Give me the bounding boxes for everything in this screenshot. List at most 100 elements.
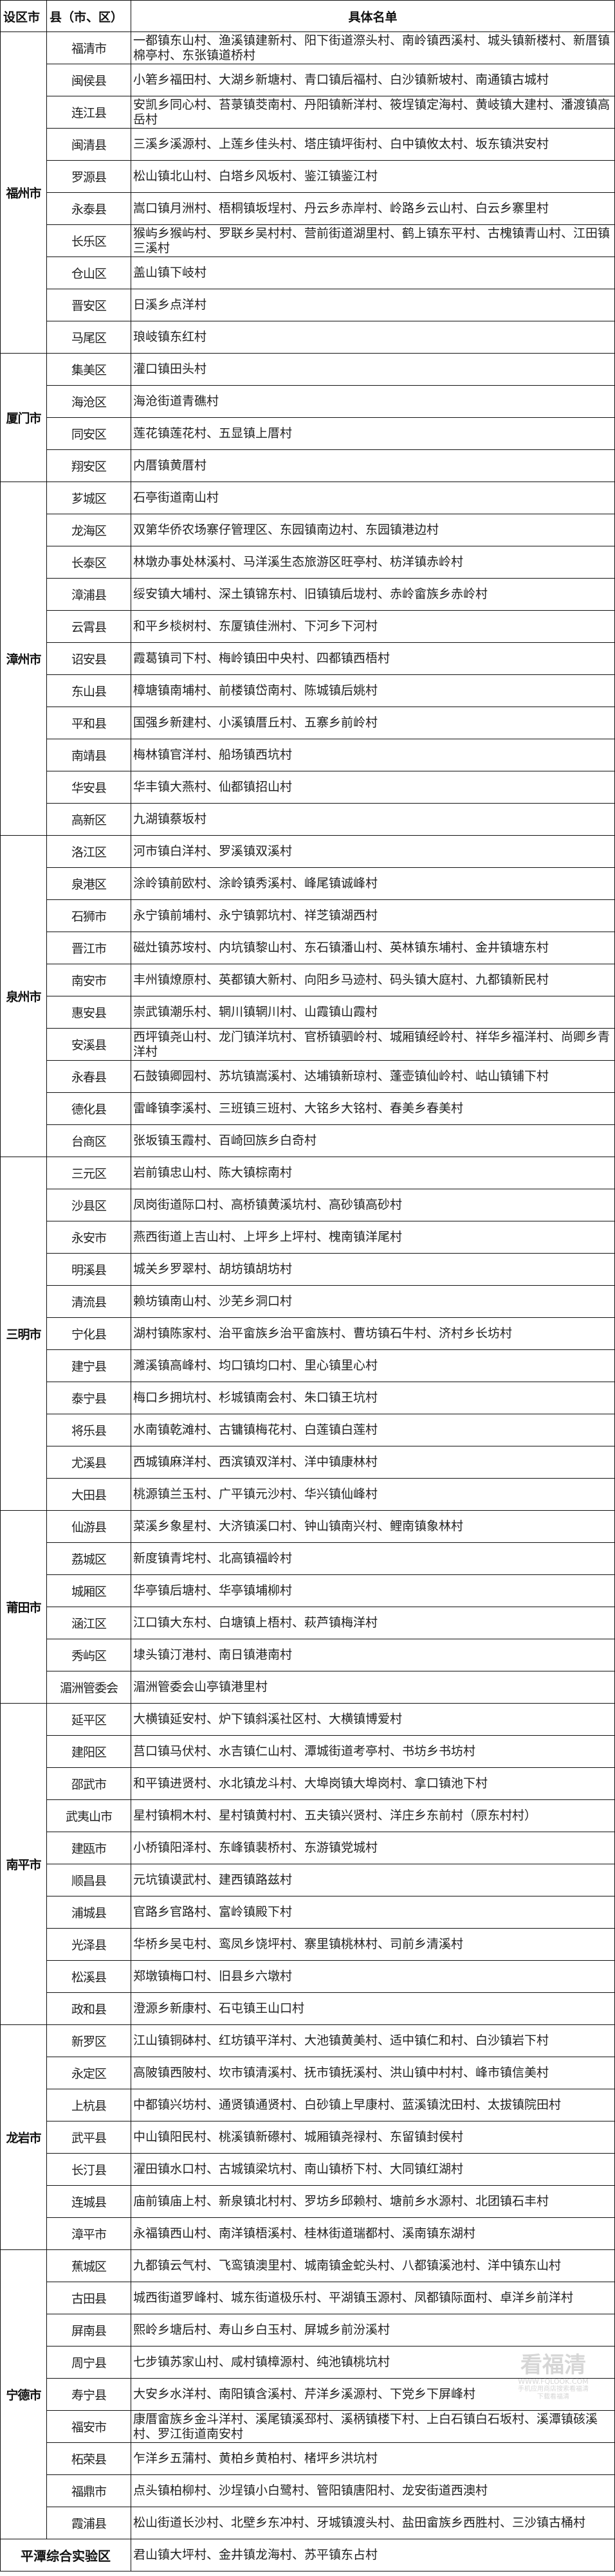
table-row: 石狮市 永宁镇前埔村、永宁镇郭坑村、祥芝镇湖西村 xyxy=(1,899,615,932)
villages-cell: 双第华侨农场寨仔管理区、东园镇南边村、东园镇港边村 xyxy=(131,514,615,546)
villages-cell: 君山镇大坪村、金井镇龙海村、苏平镇东占村 xyxy=(131,2539,615,2571)
county-cell: 建宁县 xyxy=(46,1349,131,1382)
county-cell: 石狮市 xyxy=(46,899,131,932)
table-row: 松溪县 郑墩镇梅口村、旧县乡六墩村 xyxy=(1,1960,615,1993)
table-row: 诏安县 霞葛镇司下村、梅岭镇田中央村、四都镇西梧村 xyxy=(1,642,615,675)
villages-cell: 凤岗街道际口村、高桥镇黄溪坑村、高砂镇高砂村 xyxy=(131,1189,615,1221)
county-cell: 云霄县 xyxy=(46,610,131,643)
villages-cell: 城关乡罗翠村、胡坊镇胡坊村 xyxy=(131,1253,615,1286)
villages-cell: 湖村镇陈家村、治平畲族乡治平畲族村、曹坊镇石牛村、济村乡长坊村 xyxy=(131,1317,615,1350)
villages-cell: 大安乡水洋村、南阳镇含溪村、芹洋乡溪源村、下党乡下屏峰村 xyxy=(131,2378,615,2411)
villages-cell: 九都镇云气村、飞鸾镇澳里村、城南镇金蛇头村、八都镇溪池村、洋中镇东山村 xyxy=(131,2249,615,2282)
villages-cell: 莲花镇莲花村、五显镇上厝村 xyxy=(131,417,615,450)
city-cell: 泉州市 xyxy=(0,835,47,1157)
county-cell: 建瓯市 xyxy=(46,1832,131,1864)
county-cell: 泰宁县 xyxy=(46,1382,131,1414)
table-row: 明溪县 城关乡罗翠村、胡坊镇胡坊村 xyxy=(1,1253,615,1286)
villages-cell: 元坑镇谟武村、建西镇路兹村 xyxy=(131,1864,615,1896)
table-row: 南安市 丰州镇燎原村、英都镇大新村、向阳乡马迹村、码头镇大庭村、九都镇新民村 xyxy=(1,964,615,996)
table-row: 清流县 赖坊镇南山村、沙芜乡洞口村 xyxy=(1,1285,615,1318)
table-row: 长汀县 濯田镇水口村、古城镇梁坑村、南山镇桥下村、大同镇红湖村 xyxy=(1,2153,615,2186)
county-cell: 长乐区 xyxy=(46,224,131,257)
county-cell: 翔安区 xyxy=(46,449,131,482)
table-row: 湄洲管委会 湄洲管委会山亭镇港里村 xyxy=(1,1671,615,1704)
table-row: 安溪县 西坪镇尧山村、龙门镇洋坑村、官桥镇驷岭村、城厢镇经岭村、祥华乡福洋村、尚卿… xyxy=(1,1028,615,1061)
county-cell: 上杭县 xyxy=(46,2089,131,2121)
table-row: 福鼎市 点头镇柏柳村、沙埕镇小白鹭村、管阳镇唐阳村、龙安街道西澳村 xyxy=(1,2474,615,2507)
county-cell: 高新区 xyxy=(46,803,131,836)
table-row: 武夷山市 星村镇桐木村、星村镇黄村村、五夫镇兴贤村、洋庄乡东前村（原东村村） xyxy=(1,1799,615,1832)
table-row: 同安区 莲花镇莲花村、五显镇上厝村 xyxy=(1,417,615,450)
villages-cell: 丰州镇燎原村、英都镇大新村、向阳乡马迹村、码头镇大庭村、九都镇新民村 xyxy=(131,964,615,996)
city-cell: 厦门市 xyxy=(0,353,47,482)
villages-cell: 河市镇白洋村、罗溪镇双溪村 xyxy=(131,835,615,868)
county-cell: 闽侯县 xyxy=(46,64,131,96)
villages-cell: 林墩办事处林溪村、马洋溪生态旅游区旺亭村、枋洋镇赤岭村 xyxy=(131,546,615,579)
county-cell: 明溪县 xyxy=(46,1253,131,1286)
county-cell: 松溪县 xyxy=(46,1960,131,1993)
table-row: 龙海区 双第华侨农场寨仔管理区、东园镇南边村、东园镇港边村 xyxy=(1,514,615,546)
county-cell: 龙海区 xyxy=(46,514,131,546)
villages-cell: 燕西街道上吉山村、上坪乡上坪村、槐南镇洋尾村 xyxy=(131,1221,615,1254)
table-row: 永定区 高陂镇西陂村、坎市镇清溪村、抚市镇抚溪村、洪山镇中村村、峰市镇信美村 xyxy=(1,2057,615,2089)
table-row: 建阳区 莒口镇马伏村、水吉镇仁山村、潭城街道考亭村、书坊乡书坊村 xyxy=(1,1735,615,1768)
villages-cell: 磁灶镇苏垵村、内坑镇黎山村、东石镇潘山村、英林镇东埔村、金井镇塘东村 xyxy=(131,932,615,964)
villages-cell: 埭头镇汀港村、南日镇港南村 xyxy=(131,1639,615,1671)
table-row: 泰宁县 梅口乡拥坑村、杉城镇南会村、朱口镇王坑村 xyxy=(1,1382,615,1414)
villages-cell: 郑墩镇梅口村、旧县乡六墩村 xyxy=(131,1960,615,1993)
table-row: 云霄县 和平乡棪树村、东厦镇佳洲村、下河乡下河村 xyxy=(1,610,615,643)
villages-cell: 星村镇桐木村、星村镇黄村村、五夫镇兴贤村、洋庄乡东前村（原东村村） xyxy=(131,1799,615,1832)
villages-cell: 石亭街道南山村 xyxy=(131,482,615,514)
villages-cell: 西坪镇尧山村、龙门镇洋坑村、官桥镇驷岭村、城厢镇经岭村、祥华乡福洋村、尚卿乡青洋… xyxy=(131,1028,615,1061)
county-cell: 泉港区 xyxy=(46,867,131,900)
county-cell: 荔城区 xyxy=(46,1542,131,1575)
villages-cell: 一都镇东山村、渔溪镇建新村、阳下街道漈头村、南岭镇西溪村、城头镇新楼村、新厝镇棉… xyxy=(131,32,615,64)
county-cell: 邵武市 xyxy=(46,1767,131,1800)
villages-cell: 熙岭乡塘后村、寿山乡白玉村、屏城乡前汾溪村 xyxy=(131,2314,615,2346)
county-cell: 延平区 xyxy=(46,1703,131,1736)
villages-cell: 水南镇乾滩村、古镛镇梅花村、白莲镇白莲村 xyxy=(131,1414,615,1446)
villages-cell: 华亭镇后塘村、华亭镇埔柳村 xyxy=(131,1574,615,1607)
county-cell: 福鼎市 xyxy=(46,2474,131,2507)
villages-cell: 桃源镇兰玉村、广平镇元沙村、华兴镇仙峰村 xyxy=(131,1478,615,1511)
table-row: 大田县 桃源镇兰玉村、广平镇元沙村、华兴镇仙峰村 xyxy=(1,1478,615,1511)
table-row: 漳浦县 绥安镇大埔村、深土镇锦东村、旧镇镇后垅村、赤岭畲族乡赤岭村 xyxy=(1,578,615,611)
header-county: 县（市、区） xyxy=(46,0,131,32)
villages-cell: 濯田镇水口村、古城镇梁坑村、南山镇桥下村、大同镇红湖村 xyxy=(131,2153,615,2186)
county-cell: 周宁县 xyxy=(46,2346,131,2379)
city-cell: 龙岩市 xyxy=(0,2024,47,2250)
county-cell: 福安市 xyxy=(46,2410,131,2443)
city-cell: 三明市 xyxy=(0,1157,47,1511)
county-cell: 安溪县 xyxy=(46,1028,131,1061)
villages-cell: 永福镇西山村、南洋镇梧溪村、桂林街道瑞都村、溪南镇东湖村 xyxy=(131,2217,615,2250)
table-row: 晋江市 磁灶镇苏垵村、内坑镇黎山村、东石镇潘山村、英林镇东埔村、金井镇塘东村 xyxy=(1,932,615,964)
county-cell: 马尾区 xyxy=(46,321,131,354)
table-header-row: 设区市 县（市、区） 具体名单 xyxy=(0,0,615,32)
villages-cell: 崇武镇潮乐村、辋川镇辋川村、山霞镇山霞村 xyxy=(131,996,615,1029)
table-row: 永春县 石鼓镇卿园村、苏坑镇嵩溪村、达埔镇新琼村、蓬壶镇仙岭村、岵山镇铺下村 xyxy=(1,1060,615,1093)
table-row: 惠安县 崇武镇潮乐村、辋川镇辋川村、山霞镇山霞村 xyxy=(1,996,615,1029)
villages-cell: 城西街道罗峰村、城东街道极乐村、平湖镇玉源村、凤都镇际面村、卓洋乡前洋村 xyxy=(131,2282,615,2314)
villages-cell: 石鼓镇卿园村、苏坑镇嵩溪村、达埔镇新琼村、蓬壶镇仙岭村、岵山镇铺下村 xyxy=(131,1060,615,1093)
city-cell: 福州市 xyxy=(0,32,47,354)
table-row: 秀屿区 埭头镇汀港村、南日镇港南村 xyxy=(1,1639,615,1671)
county-cell: 长泰区 xyxy=(46,546,131,579)
county-cell: 尤溪县 xyxy=(46,1446,131,1479)
villages-cell: 内厝镇黄厝村 xyxy=(131,449,615,482)
county-cell: 湄洲管委会 xyxy=(46,1671,131,1704)
county-cell: 长汀县 xyxy=(46,2153,131,2186)
county-cell: 顺昌县 xyxy=(46,1864,131,1896)
county-cell: 城厢区 xyxy=(46,1574,131,1607)
table-row: 古田县 城西街道罗峰村、城东街道极乐村、平湖镇玉源村、凤都镇际面村、卓洋乡前洋村 xyxy=(1,2282,615,2314)
county-cell: 政和县 xyxy=(46,1992,131,2025)
county-cell: 连江县 xyxy=(46,96,131,129)
county-cell: 福清市 xyxy=(46,32,131,64)
villages-cell: 西城镇麻洋村、西滨镇双洋村、洋中镇康林村 xyxy=(131,1446,615,1479)
county-cell: 南靖县 xyxy=(46,739,131,771)
table-row: 厦门市 集美区 灌口镇田头村 xyxy=(0,353,615,482)
county-cell: 漳平市 xyxy=(46,2217,131,2250)
villages-cell: 湄洲管委会山亭镇港里村 xyxy=(131,1671,615,1704)
table-row: 柘荣县 乍洋乡五蒲村、黄柏乡黄柏村、楮坪乡洪坑村 xyxy=(1,2442,615,2475)
county-cell: 寿宁县 xyxy=(46,2378,131,2411)
county-cell: 连城县 xyxy=(46,2185,131,2218)
